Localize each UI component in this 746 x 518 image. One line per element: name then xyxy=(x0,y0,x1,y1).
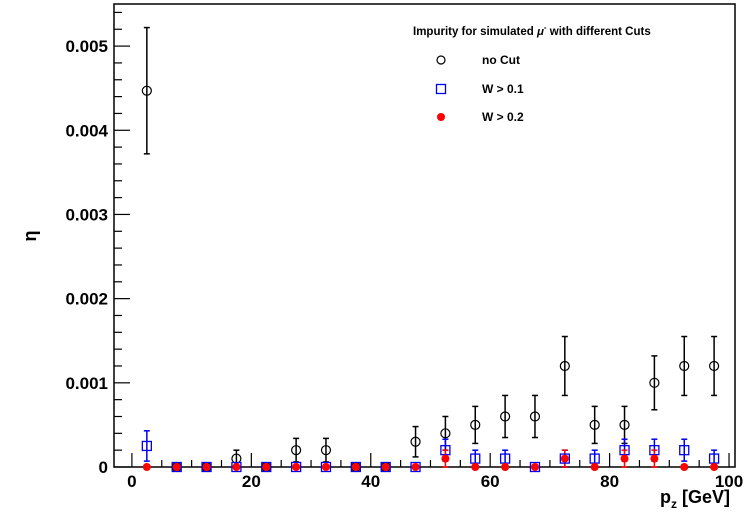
point-no-cut xyxy=(619,419,630,431)
point-w01 xyxy=(290,461,302,473)
point-w01 xyxy=(380,461,391,473)
point-w02 xyxy=(351,463,360,471)
point-w01 xyxy=(201,461,212,473)
point-no-cut xyxy=(679,360,690,372)
x-tick-label: 80 xyxy=(600,472,619,491)
point-no-cut xyxy=(500,411,511,422)
y-tick-label: 0.003 xyxy=(65,205,108,224)
point-w02 xyxy=(501,463,510,471)
point-no-cut xyxy=(410,436,421,447)
plot-frame xyxy=(113,3,736,468)
legend: Impurity for simulated μ- with different… xyxy=(413,23,651,124)
legend-label-w02: W > 0.2 xyxy=(482,110,524,124)
point-w01 xyxy=(350,461,361,473)
point-no-cut xyxy=(320,445,332,456)
point-w02 xyxy=(321,463,330,471)
x-tick-label: 40 xyxy=(361,472,380,491)
legend-title: Impurity for simulated μ- with different… xyxy=(413,23,651,38)
point-no-cut xyxy=(440,428,451,439)
point-w02 xyxy=(411,463,420,471)
point-w02 xyxy=(232,463,241,471)
legend-label-w01: W > 0.1 xyxy=(482,82,524,96)
point-no-cut xyxy=(559,360,570,372)
legend-label-no-cut: no Cut xyxy=(482,53,520,67)
axis-tick-labels: 0 20 40 60 80 100 0 0.001 0.002 0.003 0.004 0.005 xyxy=(65,37,743,491)
point-no-cut xyxy=(529,411,541,422)
point-w01 xyxy=(559,453,570,464)
y-tick-label: 0 xyxy=(99,458,108,477)
x-tick-label: 20 xyxy=(242,472,261,491)
point-w02 xyxy=(381,463,390,471)
y-tick-label: 0.005 xyxy=(65,37,108,56)
point-w02 xyxy=(680,463,689,471)
point-w01 xyxy=(231,461,242,473)
point-w01 xyxy=(141,440,152,452)
y-tick-label: 0.001 xyxy=(65,374,108,393)
point-w02 xyxy=(560,454,569,463)
y-tick-label: 0.004 xyxy=(65,121,108,140)
data-points xyxy=(141,85,720,473)
point-no-cut xyxy=(709,360,720,372)
point-w02 xyxy=(292,463,301,471)
point-w02 xyxy=(142,463,151,471)
point-w02 xyxy=(590,463,599,471)
x-axis-title: pz [GeV] xyxy=(660,487,730,511)
y-axis-title: η xyxy=(20,231,40,242)
point-no-cut xyxy=(470,419,481,431)
point-w02 xyxy=(202,463,211,471)
legend-marker-w02 xyxy=(437,113,445,121)
error-bars xyxy=(143,26,718,468)
point-w02 xyxy=(650,454,659,463)
point-w02 xyxy=(620,454,629,463)
point-w01 xyxy=(679,445,690,456)
point-no-cut xyxy=(291,445,302,456)
point-w01 xyxy=(261,461,272,473)
point-w01 xyxy=(410,461,421,473)
axis-ticks xyxy=(114,11,730,468)
point-w02 xyxy=(471,463,480,471)
x-tick-label: 60 xyxy=(481,472,500,491)
point-w02 xyxy=(530,463,539,471)
point-w01 xyxy=(171,461,182,473)
legend-marker-no-cut xyxy=(436,55,446,65)
point-no-cut xyxy=(649,377,660,388)
x-tick-label: 100 xyxy=(715,472,743,491)
point-no-cut xyxy=(589,419,600,431)
point-w02 xyxy=(441,454,450,463)
point-no-cut xyxy=(141,85,152,96)
point-w02 xyxy=(172,463,181,471)
point-w01 xyxy=(529,461,541,473)
x-tick-label: 0 xyxy=(127,472,136,491)
legend-marker-w01 xyxy=(435,83,447,95)
point-w02 xyxy=(262,463,271,471)
point-w02 xyxy=(710,463,719,471)
y-tick-label: 0.002 xyxy=(65,290,108,309)
point-w01 xyxy=(320,461,332,473)
